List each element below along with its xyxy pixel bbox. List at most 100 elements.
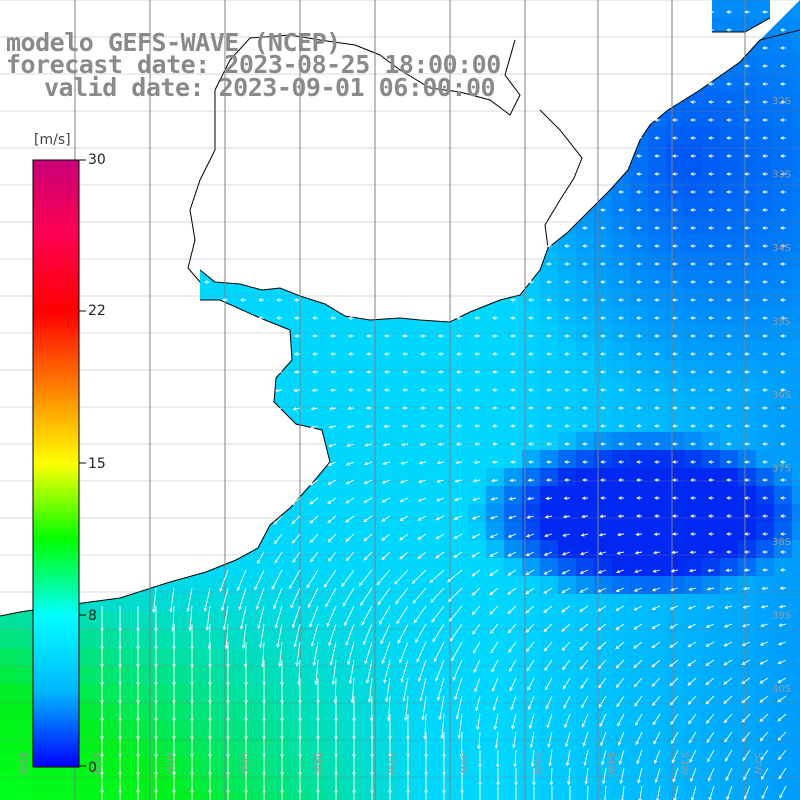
- wind-arrow: [690, 154, 696, 158]
- colorbar-tick-label: 30: [88, 152, 106, 168]
- wind-arrow: [688, 587, 697, 591]
- field-cell: [540, 468, 559, 487]
- wind-arrow: [654, 406, 660, 410]
- wind-arrow: [762, 496, 768, 500]
- field-cell: [468, 774, 487, 793]
- field-cell: [306, 324, 325, 343]
- field-cell: [288, 324, 307, 343]
- field-cell: [36, 774, 55, 793]
- wind-arrow: [399, 515, 409, 522]
- field-cell: [414, 396, 433, 415]
- field-cell: [522, 414, 541, 433]
- wind-arrow: [295, 641, 301, 667]
- wind-arrow: [615, 641, 625, 650]
- field-cell: [486, 306, 505, 325]
- field-cell: [360, 720, 379, 739]
- wind-arrow: [561, 587, 571, 594]
- field-cell: [684, 558, 703, 577]
- field-cell: [360, 630, 379, 649]
- wind-arrow: [345, 461, 355, 466]
- field-cell: [144, 720, 163, 739]
- wind-arrow: [491, 478, 499, 483]
- wind-arrow: [455, 695, 463, 720]
- wind-arrow: [762, 478, 768, 482]
- field-cell: [306, 486, 325, 505]
- field-cell: [720, 0, 739, 19]
- field-cell: [630, 738, 649, 757]
- field-cell: [594, 414, 613, 433]
- field-cell: [684, 486, 703, 505]
- field-cell: [594, 576, 613, 595]
- field-cell: [648, 162, 667, 181]
- field-cell: [414, 504, 433, 523]
- wind-arrow: [326, 605, 337, 627]
- field-cell: [540, 612, 559, 631]
- field-cell: [774, 396, 793, 415]
- wind-arrow: [726, 478, 732, 482]
- field-cell: [558, 450, 577, 469]
- field-cell: [756, 576, 775, 595]
- wind-arrow: [564, 713, 571, 729]
- field-cell: [342, 468, 361, 487]
- wind-arrow: [726, 280, 732, 284]
- wind-arrow: [744, 262, 750, 266]
- field-cell: [774, 792, 793, 800]
- field-cell: [18, 792, 37, 800]
- field-cell: [720, 198, 739, 217]
- wind-arrow: [327, 533, 337, 543]
- field-cell: [738, 522, 757, 541]
- field-cell: [486, 324, 505, 343]
- field-cell: [594, 684, 613, 703]
- wind-arrow: [474, 316, 480, 320]
- field-cell: [324, 738, 343, 757]
- wind-arrow: [365, 406, 373, 410]
- wind-arrow: [564, 334, 570, 338]
- field-cell: [0, 666, 19, 685]
- wind-arrow: [188, 605, 193, 632]
- field-cell: [702, 720, 721, 739]
- wind-arrow: [708, 334, 714, 338]
- field-cell: [108, 612, 127, 631]
- field-cell: [450, 756, 469, 775]
- wind-arrow: [274, 388, 283, 393]
- wind-arrow: [780, 370, 786, 374]
- wind-arrow: [438, 695, 445, 721]
- field-cell: [594, 756, 613, 775]
- wind-arrow: [618, 190, 624, 194]
- field-cell: [648, 792, 667, 800]
- field-cell: [450, 792, 469, 800]
- field-cell: [180, 756, 199, 775]
- field-cell: [720, 540, 739, 559]
- field-cell: [90, 720, 109, 739]
- wind-arrow: [708, 262, 714, 266]
- field-cell: [342, 630, 361, 649]
- wind-arrow: [672, 172, 678, 176]
- wind-arrow: [348, 659, 355, 685]
- field-cell: [594, 432, 613, 451]
- field-cell: [324, 684, 343, 703]
- wind-arrow: [491, 659, 499, 673]
- field-cell: [396, 414, 415, 433]
- field-cell: [756, 180, 775, 199]
- field-cell: [432, 540, 451, 559]
- wind-arrow: [358, 569, 373, 587]
- field-cell: [180, 702, 199, 721]
- colorbar-tick-label: 8: [88, 608, 97, 624]
- field-cell: [756, 702, 775, 721]
- lon-label: 54W: [605, 752, 616, 775]
- field-cell: [342, 648, 361, 667]
- field-cell: [630, 450, 649, 469]
- field-cell: [162, 774, 181, 793]
- field-cell: [108, 684, 127, 703]
- field-cell: [738, 270, 757, 289]
- field-cell: [306, 540, 325, 559]
- wind-arrow: [525, 605, 535, 614]
- field-cell: [720, 648, 739, 667]
- wind-arrow: [419, 442, 427, 447]
- wind-arrow: [618, 262, 624, 266]
- wind-arrow: [311, 388, 319, 392]
- field-cell: [738, 774, 757, 793]
- field-cell: [360, 738, 379, 757]
- field-cell: [774, 144, 793, 163]
- field-cell: [684, 306, 703, 325]
